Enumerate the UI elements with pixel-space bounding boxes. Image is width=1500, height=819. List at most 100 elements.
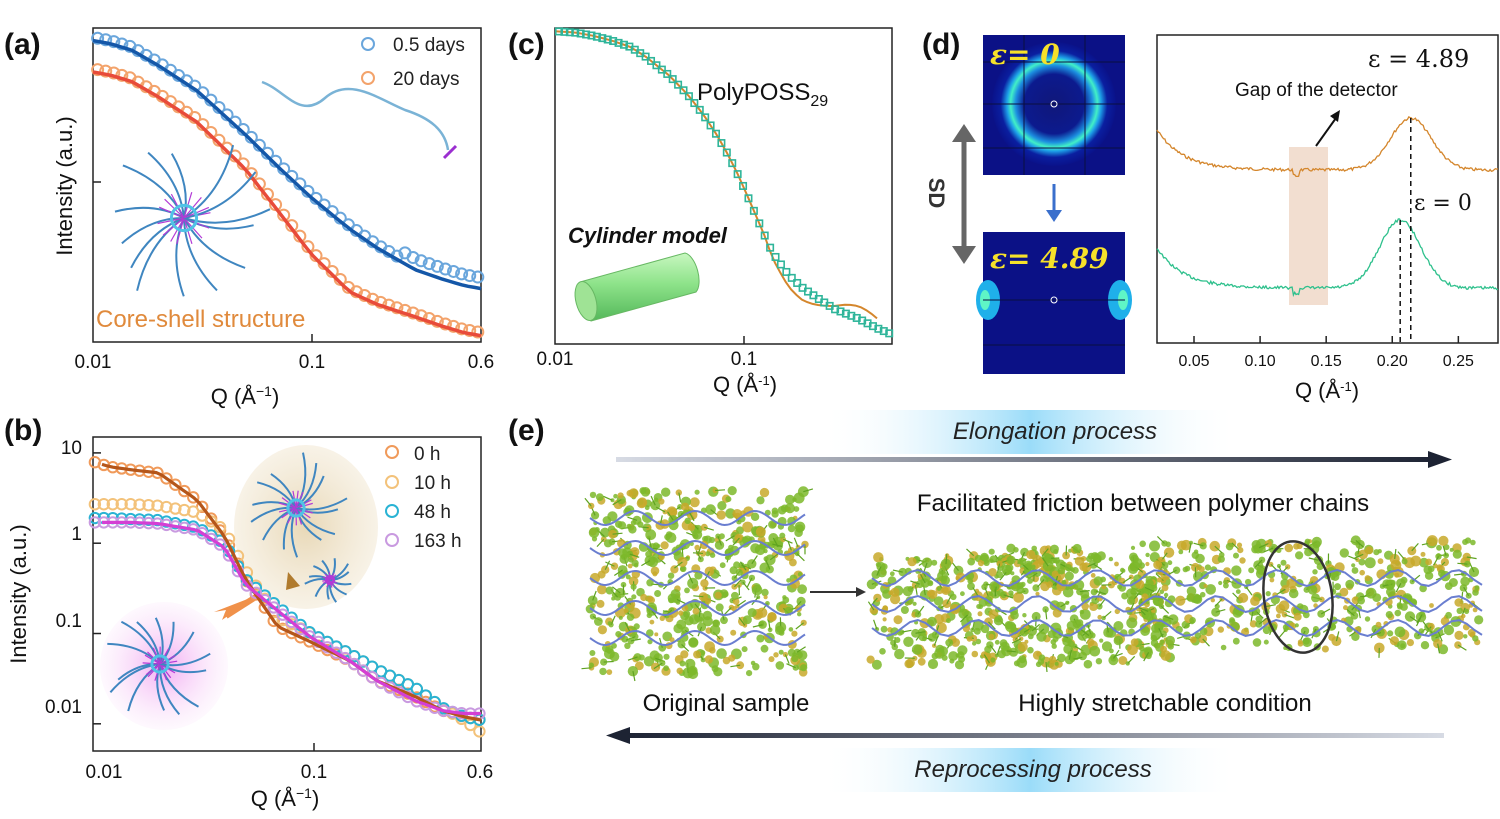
panel-e-transition-arrow-icon (810, 587, 866, 597)
network-particle (1359, 569, 1365, 576)
network-particle (1297, 641, 1304, 647)
panel-d-detector-gap-band (1289, 147, 1328, 305)
network-branch (951, 562, 959, 571)
network-branch (752, 624, 763, 628)
network-particle (1176, 540, 1187, 551)
network-particle (1255, 615, 1263, 623)
panel-d-xtick-label: 0.20 (1377, 353, 1408, 370)
panel-b-series-3-point (88, 516, 102, 529)
network-particle (894, 648, 905, 660)
network-particle (1103, 627, 1114, 638)
network-particle (1302, 637, 1310, 645)
network-particle (605, 586, 614, 595)
network-branch (1437, 631, 1443, 642)
network-particle (1237, 547, 1244, 554)
network-particle (588, 662, 594, 668)
star-arm (262, 507, 297, 541)
network-branch (715, 489, 726, 492)
panel-a-series-0-point (422, 257, 436, 271)
network-particle (736, 526, 744, 535)
network-branch (1278, 629, 1287, 638)
panel-c-data-point (841, 309, 850, 318)
panel-b-series-0-point (267, 614, 280, 628)
panel-b-series-1-point (88, 498, 102, 511)
network-particle (1233, 552, 1239, 559)
network-particle (1464, 537, 1472, 544)
network-particle (960, 591, 965, 597)
network-branch (1214, 598, 1223, 607)
network-chain-stretched (871, 594, 1483, 614)
star-arm (121, 216, 185, 245)
network-particle (647, 639, 653, 645)
network-particle (626, 613, 635, 621)
network-particle (767, 612, 777, 622)
network-particle (900, 606, 909, 614)
network-branch (786, 663, 796, 669)
network-particle (718, 533, 725, 540)
network-particle (894, 637, 901, 643)
network-branch (1042, 557, 1049, 567)
network-branch (795, 622, 805, 630)
network-branch (892, 569, 903, 573)
network-particle (756, 634, 765, 643)
network-branch (1079, 590, 1090, 593)
panel-a-series-1-point (91, 63, 105, 77)
panel-c-data-point (571, 28, 580, 37)
network-particle (1364, 575, 1371, 582)
network-particle (788, 627, 794, 632)
network-particle (1334, 583, 1341, 591)
network-branch (737, 599, 747, 607)
network-particle (1130, 545, 1136, 551)
network-particle (1139, 645, 1145, 652)
network-particle (1472, 607, 1478, 613)
network-particle (1042, 606, 1049, 613)
network-particle (1474, 615, 1484, 625)
panel-b-series-1-point (178, 503, 191, 517)
network-branch (1003, 594, 1014, 599)
network-particle (688, 637, 699, 647)
network-particle (700, 507, 707, 514)
network-particle (1145, 579, 1154, 588)
network-particle (676, 667, 683, 674)
network-particle (1377, 549, 1382, 554)
network-branch (1320, 608, 1331, 615)
network-branch (674, 561, 683, 569)
network-particle (1278, 600, 1290, 611)
star-arm (159, 652, 211, 667)
network-branch (989, 644, 997, 654)
network-particle (1167, 560, 1173, 566)
panel-c-xtick-1: 0.01 (537, 349, 574, 370)
network-particle (1153, 595, 1164, 607)
network-particle (1343, 605, 1348, 611)
network-branch (650, 495, 656, 506)
panel-c-data-point (847, 311, 856, 320)
star-arm (130, 217, 185, 269)
network-branch (596, 538, 605, 548)
network-branch (629, 553, 640, 558)
network-branch (901, 629, 912, 633)
network-branch (693, 595, 704, 598)
network-particle (1293, 612, 1302, 621)
star-arm (250, 506, 297, 523)
network-particle (589, 491, 597, 499)
network-particle (668, 507, 678, 517)
network-particle (1452, 549, 1462, 559)
network-particle (1090, 573, 1096, 578)
network-particle (636, 498, 647, 509)
network-particle (1017, 641, 1028, 652)
network-particle (995, 571, 1004, 579)
network-particle (1286, 578, 1297, 589)
panel-c-data-point (684, 92, 693, 101)
panel-c-frame (554, 27, 893, 345)
network-particle (1379, 583, 1386, 589)
panel-c-model-label: Cylinder model (568, 223, 728, 248)
star-core (169, 203, 199, 233)
network-branch (651, 610, 659, 619)
network-branch (1093, 563, 1103, 571)
network-branch (604, 560, 611, 570)
network-particle (797, 572, 803, 577)
network-particle (1057, 653, 1066, 663)
network-particle (1057, 567, 1066, 575)
network-branch (1215, 609, 1226, 613)
network-particle (1094, 589, 1099, 594)
